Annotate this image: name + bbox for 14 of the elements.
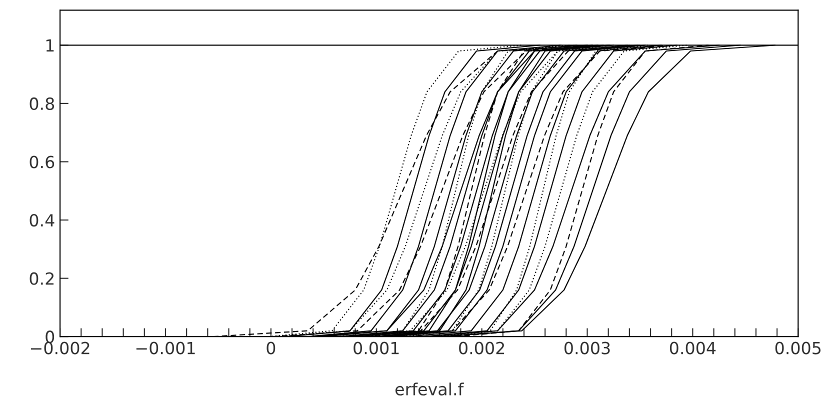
y-tick-label: 0.6 xyxy=(30,156,54,168)
x-tick-label: 0.005 xyxy=(775,342,821,354)
y-tick-label: 0.2 xyxy=(30,272,54,285)
y-tick-label: 1 xyxy=(46,39,54,52)
x-tick-label: −0.002 xyxy=(30,342,90,354)
x-tick-label: 0.003 xyxy=(564,342,610,354)
y-tick-label: 0.8 xyxy=(30,97,54,110)
y-tick-label: 0.4 xyxy=(30,214,54,227)
x-tick-label: −0.001 xyxy=(136,342,195,354)
x-tick-label: 0.001 xyxy=(354,342,399,354)
x-tick-label: 0 xyxy=(266,342,276,354)
x-tick-label: 0.002 xyxy=(459,342,504,354)
x-tick-label: 0.004 xyxy=(670,342,716,354)
x-axis-title: erfeval.f xyxy=(395,382,464,396)
